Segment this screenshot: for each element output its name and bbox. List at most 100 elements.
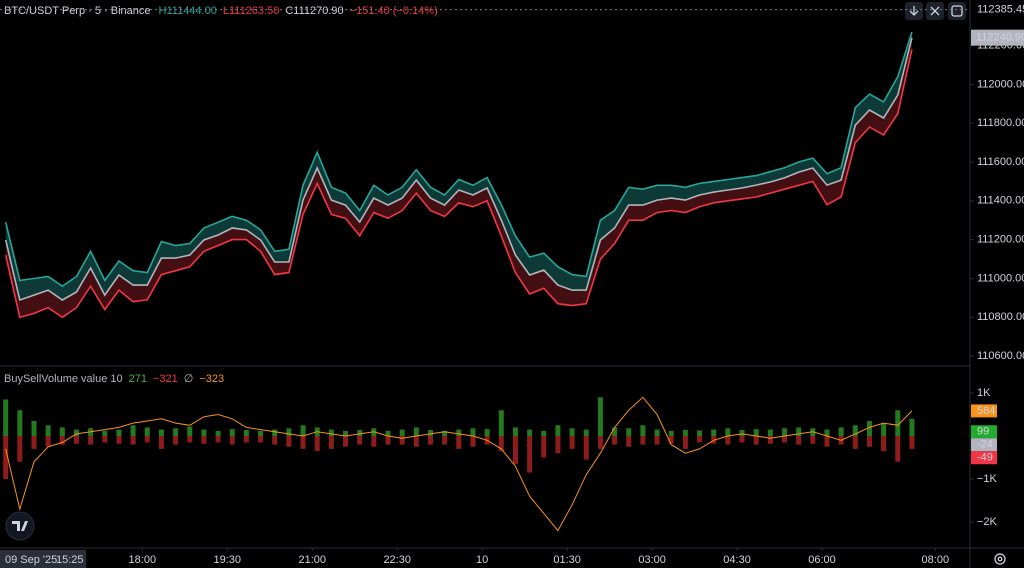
volume-bar xyxy=(640,425,646,437)
volume-bar xyxy=(895,436,901,462)
volume-bar xyxy=(215,436,221,443)
volume-bar xyxy=(328,429,334,437)
volume-bar xyxy=(711,429,717,437)
volume-bar xyxy=(541,430,547,437)
volume-bar xyxy=(130,425,136,437)
volume-bar xyxy=(286,428,292,437)
volume-bar xyxy=(583,429,589,437)
volume-bar xyxy=(158,429,164,437)
volume-bar xyxy=(739,429,745,437)
volume-bar xyxy=(456,436,462,449)
symbol: BTC/USDT Perp · 5 · Binance xyxy=(4,5,151,17)
y-tick-label: 111200.00 xyxy=(977,234,1024,246)
volume-bar xyxy=(187,436,193,443)
volume-bar xyxy=(272,436,278,445)
volume-bar xyxy=(314,436,320,452)
maximize-icon xyxy=(951,5,963,17)
header: BTC/USDT Perp · 5 · Binance H111444.00 L11… xyxy=(4,5,438,17)
volume-bar xyxy=(767,429,773,437)
y-tick-label: 1K xyxy=(977,387,991,399)
cursor-date: 09 Sep '25 xyxy=(5,554,57,566)
volume-bar xyxy=(73,436,79,444)
volume-bar xyxy=(31,420,37,437)
volume-bar xyxy=(866,420,872,437)
legend-value: −321 xyxy=(153,373,178,385)
volume-bar xyxy=(555,436,561,454)
volume-bar xyxy=(597,397,603,437)
volume-bar xyxy=(753,429,759,437)
y-tick-label: −1K xyxy=(977,473,998,485)
volume-bar xyxy=(512,436,518,464)
volume-bar xyxy=(243,429,249,437)
ohlc-key: L xyxy=(223,5,229,17)
ohlc-key: H xyxy=(159,5,167,17)
volume-bar xyxy=(626,436,632,447)
volume-bar xyxy=(654,429,660,437)
legend-value: 271 xyxy=(129,373,147,385)
volume-bar xyxy=(357,436,363,445)
volume-bar xyxy=(258,430,264,437)
volume-line xyxy=(5,396,913,532)
logo-mark xyxy=(12,521,28,531)
volume-bar xyxy=(427,429,433,437)
volume-bar xyxy=(45,436,51,447)
arrow-icon xyxy=(909,6,919,16)
y-tick-label: 110600.00 xyxy=(977,350,1024,362)
volume-bar xyxy=(399,436,405,445)
value-tag xyxy=(971,451,997,465)
volume-bar xyxy=(3,399,9,437)
y-tick-label: 111400.00 xyxy=(977,195,1024,207)
price-line xyxy=(4,37,913,302)
x-tick-label: 03:00 xyxy=(638,554,666,566)
ohlc-value: 111263.50 xyxy=(229,5,279,17)
volume-bar xyxy=(583,436,589,460)
ohlc-value: 111444.00 xyxy=(166,5,216,17)
value-tag xyxy=(971,404,997,418)
volume-bar xyxy=(243,436,249,443)
volume-bar xyxy=(385,436,391,445)
y-tick-label: 111600.00 xyxy=(977,156,1024,168)
volume-bar xyxy=(116,436,122,444)
volume-bar xyxy=(215,430,221,437)
volume-bar xyxy=(527,436,533,473)
volume-bar xyxy=(45,425,51,437)
x-tick-label: 01:30 xyxy=(553,554,581,566)
price-line xyxy=(4,49,913,319)
volume-bar xyxy=(555,425,561,437)
close-icon xyxy=(930,6,940,16)
volume-bar xyxy=(697,436,703,443)
volume-bar xyxy=(909,436,915,449)
price-tag xyxy=(971,29,1024,46)
gear-icon xyxy=(994,553,1006,565)
volume-bar xyxy=(187,426,193,437)
volume-bar xyxy=(88,436,94,445)
tv-logo[interactable] xyxy=(5,511,35,541)
volume-bar xyxy=(654,436,660,445)
volume-bar xyxy=(59,436,65,445)
volume-bar xyxy=(725,436,731,445)
price-line xyxy=(4,31,913,288)
legend-value: ∅ xyxy=(184,373,194,385)
change: −151.40 (−0.14%) xyxy=(350,5,438,17)
volume-bar xyxy=(697,430,703,437)
x-tick-label: 06:00 xyxy=(808,554,836,566)
volume-bar xyxy=(229,429,235,437)
volume-bar xyxy=(810,436,816,444)
volume-bar xyxy=(668,430,674,437)
ohlc-key: C xyxy=(285,5,293,17)
maximize-button[interactable] xyxy=(948,2,966,20)
volume-bar xyxy=(470,428,476,437)
cursor-time-box xyxy=(0,550,86,568)
volume-bar xyxy=(569,428,575,437)
value-tag-label: -49 xyxy=(977,452,993,464)
volume-bar xyxy=(852,425,858,437)
volume-bar xyxy=(102,430,108,437)
settings-button[interactable] xyxy=(994,553,1006,565)
volume-bar xyxy=(442,430,448,437)
legend-value: −323 xyxy=(199,373,224,385)
x-tick-label: 21:00 xyxy=(298,554,326,566)
volume-bar xyxy=(668,436,674,444)
volume-bar xyxy=(17,436,23,462)
volume-bar xyxy=(328,436,334,449)
